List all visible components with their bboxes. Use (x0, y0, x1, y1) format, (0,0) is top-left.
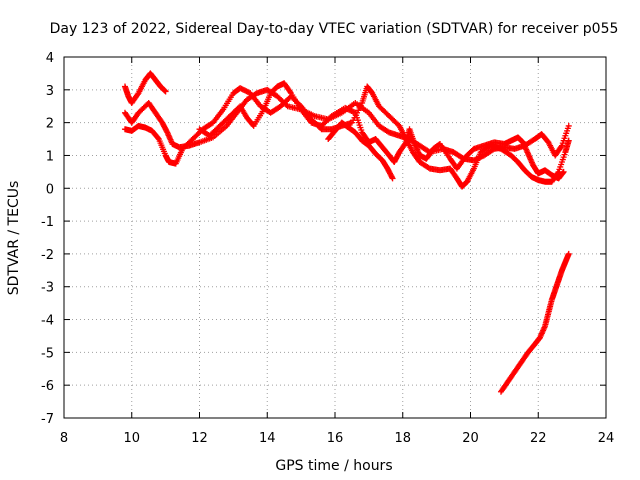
y-tick-labels: -7 -6 -5 -4 -3 -2 -1 0 1 2 3 4 (41, 51, 54, 427)
data-point (560, 168, 567, 175)
x-tick-label: 16 (327, 431, 344, 446)
data-points (121, 70, 572, 395)
chart-title: Day 123 of 2022, Sidereal Day-to-day VTE… (50, 21, 619, 37)
series-track-4 (196, 80, 567, 182)
x-tick-label: 8 (60, 431, 68, 446)
x-tick-label: 18 (394, 431, 411, 446)
x-tick-labels: 8 10 12 14 16 18 20 22 24 (60, 431, 614, 446)
data-point (558, 143, 565, 150)
data-point (565, 137, 572, 144)
y-tick-label: -3 (41, 281, 54, 296)
y-axis-label: SDTVAR / TECUs (6, 181, 22, 296)
y-tick-label: 3 (46, 84, 54, 99)
x-tick-label: 12 (191, 431, 208, 446)
data-point (389, 175, 396, 182)
data-point (155, 135, 162, 142)
y-tick-label: -4 (41, 314, 54, 329)
series-track-1 (121, 70, 169, 106)
data-point (287, 88, 294, 95)
y-tick-label: 0 (46, 182, 54, 197)
y-tick-label: 4 (46, 51, 54, 66)
series-track-5 (325, 119, 396, 182)
x-axis-label: GPS time / hours (275, 458, 392, 474)
axis-ticks (63, 56, 607, 419)
y-tick-label: 2 (46, 117, 54, 132)
x-tick-label: 10 (123, 431, 140, 446)
series-track-6 (497, 250, 572, 395)
x-tick-label: 14 (259, 431, 276, 446)
y-tick-label: -2 (41, 248, 54, 263)
y-tick-label: -7 (41, 412, 54, 427)
y-tick-label: -6 (41, 379, 54, 394)
data-point (565, 250, 572, 257)
series-track-3 (121, 83, 572, 190)
x-tick-label: 20 (462, 431, 479, 446)
x-tick-label: 24 (598, 431, 615, 446)
x-tick-label: 22 (530, 431, 547, 446)
y-tick-label: 1 (46, 149, 54, 164)
data-point (565, 122, 572, 129)
y-tick-label: -1 (41, 215, 54, 230)
y-tick-label: -5 (41, 346, 54, 361)
data-point (402, 140, 409, 147)
data-point (162, 88, 169, 95)
